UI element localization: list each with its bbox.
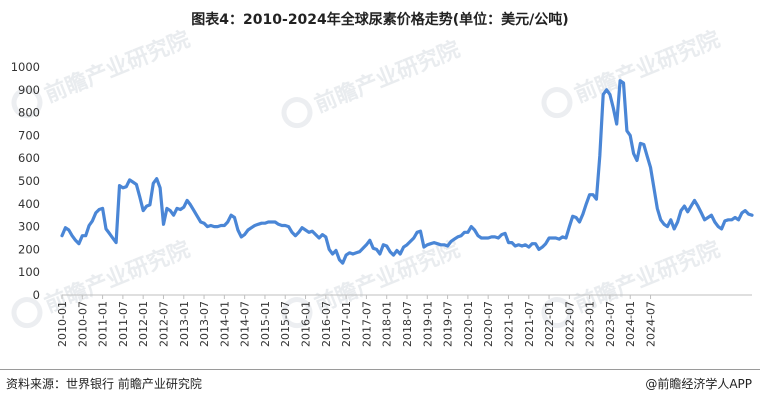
x-tick-label: 2024-07 [645,301,658,347]
x-tick-label: 2021-07 [523,301,536,347]
y-tick-label: 300 [18,220,40,234]
y-tick-label: 1000 [11,60,40,74]
x-tick-label: 2013-07 [198,301,211,347]
x-tick-label: 2021-01 [502,301,515,347]
watermark-text: 前瞻产业研究院 [571,26,724,108]
x-tick-label: 2012-01 [137,301,150,347]
x-tick-label: 2012-07 [157,301,170,347]
x-tick-label: 2015-07 [279,301,292,347]
y-tick-label: 0 [33,288,40,302]
x-tick-label: 2010-01 [56,301,69,347]
x-tick-label: 2015-01 [259,301,272,347]
x-tick-label: 2018-01 [381,301,394,347]
watermark-logo: 前瞻产业研究院 [281,36,464,129]
watermark-logo-mark [11,297,43,329]
watermark-text: 前瞻产业研究院 [311,36,464,118]
x-tick-label: 2014-07 [239,301,252,347]
x-tick-label: 2023-07 [604,301,617,347]
x-tick-label: 2024-01 [624,301,637,347]
price-series-line [60,79,754,265]
y-tick-label: 100 [18,265,40,279]
x-tick-label: 2011-07 [117,301,130,347]
source-note: 资料来源：世界银行 前瞻产业研究院 [6,377,202,391]
watermark-logo-mark [281,97,313,129]
x-tick-label: 2010-07 [76,301,89,347]
x-tick-label: 2019-01 [421,301,434,347]
watermark-logo-mark [11,87,43,119]
y-tick-label: 400 [18,197,40,211]
x-tick-label: 2023-01 [584,301,597,347]
y-tick-label: 900 [18,83,40,97]
watermark-logo: 前瞻产业研究院 [541,26,724,119]
x-tick-label: 2011-01 [97,301,110,347]
x-tick-label: 2016-01 [300,301,313,347]
x-tick-label: 2016-07 [320,301,333,347]
x-tick-label: 2019-07 [442,301,455,347]
y-tick-label: 500 [18,174,40,188]
x-tick-label: 2013-01 [178,301,191,347]
x-tick-label: 2017-01 [340,301,353,347]
chart-title: 图表4：2010-2024年全球尿素价格走势(单位：美元/公吨) [191,12,569,28]
y-tick-label: 200 [18,242,40,256]
credit-note: @前瞻经济学人APP [645,377,752,391]
x-tick-label: 2022-07 [563,301,576,347]
x-tick-label: 2020-01 [462,301,475,347]
y-tick-label: 700 [18,128,40,142]
x-tick-label: 2018-07 [401,301,414,347]
x-tick-label: 2020-07 [482,301,495,347]
y-tick-label: 600 [18,151,40,165]
y-tick-label: 800 [18,106,40,120]
x-tick-label: 2014-01 [218,301,231,347]
x-tick-label: 2022-01 [543,301,556,347]
watermark-text: 前瞻产业研究院 [41,26,194,108]
watermark-logo-mark [541,87,573,119]
x-tick-label: 2017-07 [360,301,373,347]
watermark-logo-mark [541,297,573,329]
footer-divider [0,369,760,370]
watermark-logo-mark [281,297,313,329]
